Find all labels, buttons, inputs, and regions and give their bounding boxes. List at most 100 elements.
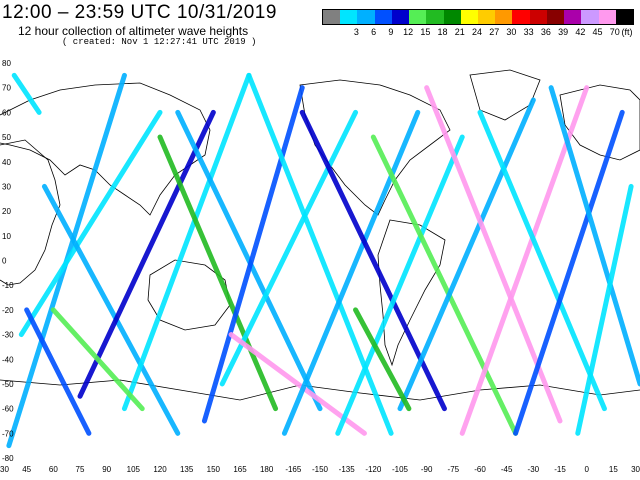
altimeter-track [201,85,305,424]
coastline-asia [0,82,211,216]
latitude-label: -70 [2,429,14,438]
legend-label: 9 [388,27,394,37]
legend-swatch [391,10,410,24]
altimeter-track [121,72,252,412]
legend-label: 33 [523,27,534,37]
altimeter-track [477,109,607,412]
legend-swatch [615,10,633,24]
coastline-europe [559,84,640,161]
latitude-label: 70 [2,84,11,93]
legend-swatch [529,10,547,24]
legend-label: 45 [592,27,603,37]
altimeter-track [24,307,92,436]
legend-swatch [477,10,496,24]
legend-label: 24 [471,27,483,37]
latitude-label: -60 [2,405,14,414]
created-timestamp: ( created: Nov 1 12:27:41 UTC 2019 ) [62,37,257,47]
altimeter-track [281,109,421,436]
latitude-ticks: 80 70 60 50 40 30 20 10 0 -10 -20 -30 -40 -50 -60 -70 -8… [2,59,14,463]
latitude-label: -10 [2,281,14,290]
longitude-label: -135 [339,465,356,474]
longitude-label: 150 [207,465,221,474]
longitude-label: -150 [312,465,329,474]
longitude-label: -90 [421,465,433,474]
coastline-antarctica [0,379,640,401]
latitude-label: -50 [2,380,14,389]
latitude-label: 30 [2,182,11,191]
longitude-label: 60 [49,465,58,474]
legend-swatch [323,10,341,24]
longitude-label: 15 [609,465,618,474]
altimeter-track [246,72,394,436]
map-subtitle: 12 hour collection of altimeter wave hei… [18,24,249,38]
legend-label: 3 [353,27,359,37]
latitude-label: -40 [2,355,14,364]
altimeter-track [335,134,465,436]
legend-swatch [460,10,478,24]
longitude-label: -120 [365,465,382,474]
longitude-label: 120 [153,465,167,474]
legend-label: 27 [489,27,500,37]
legend-labels: 3 6 9 12 15 18 21 24 27 30 33 36 39 42 45 70 (ft) [322,25,640,37]
longitude-label: 135 [180,465,194,474]
legend-swatch [340,10,358,24]
longitude-label: -105 [392,465,409,474]
altimeter-track [50,307,145,412]
legend-swatch [426,10,444,24]
latitude-label: 50 [2,133,11,142]
altimeter-track [353,307,412,412]
legend-swatch [581,10,599,24]
legend-label: 18 [437,27,448,37]
coastlines [0,69,640,401]
longitude-label: -60 [474,465,486,474]
latitude-label: -30 [2,331,14,340]
map-title: 12:00 – 23:59 UTC 10/31/2019 [2,2,277,23]
legend-swatch [598,10,616,24]
altimeter-tracks [6,72,640,449]
legend-label: 36 [540,27,551,37]
latitude-label: 20 [2,207,11,216]
longitude-label: 45 [22,465,31,474]
legend-label: 70 [609,27,620,37]
legend-swatch [546,10,565,24]
legend-swatch [512,10,530,24]
legend-label: 21 [454,27,465,37]
legend-swatch [443,10,461,24]
altimeter-track [575,183,634,436]
longitude-label: -165 [285,465,302,474]
longitude-label: 105 [127,465,141,474]
legend-swatch [409,10,427,24]
altimeter-track [11,72,42,115]
altimeter-track [219,109,359,387]
latitude-label: 80 [2,59,11,68]
legend-label: 12 [403,27,414,37]
latitude-label: 10 [2,232,11,241]
legend-unit: (ft) [621,27,633,37]
altimeter-track [77,109,216,399]
latitude-label: 40 [2,158,11,167]
legend-swatch [374,10,392,24]
legend-label: 6 [371,27,377,37]
legend-label: 15 [420,27,431,37]
altimeter-track [370,134,519,436]
legend-swatch [564,10,582,24]
longitude-label: 165 [233,465,247,474]
longitude-label: -30 [528,465,540,474]
latitude-label: -80 [2,454,14,463]
legend-color-bar [322,9,634,25]
legend-swatch [495,10,513,24]
wave-height-legend: 3 6 9 12 15 18 21 24 27 30 33 36 39 42 45 70 (ft) [322,9,640,37]
longitude-label: 30 [0,465,9,474]
longitude-label: 0 [584,465,589,474]
altimeter-track [41,183,181,436]
altimeter-track [18,109,163,338]
legend-label: 30 [506,27,517,37]
coastline-south-america [377,219,446,367]
longitude-label: 90 [102,465,111,474]
longitude-label: -75 [448,465,460,474]
longitude-label: -45 [501,465,513,474]
world-map: 80 70 60 50 40 30 20 10 0 -10 -20 -30 -40 -50 -60 -70 -8… [0,55,640,480]
altimeter-track [548,85,640,387]
longitude-label: 180 [260,465,274,474]
altimeter-track [175,109,323,412]
